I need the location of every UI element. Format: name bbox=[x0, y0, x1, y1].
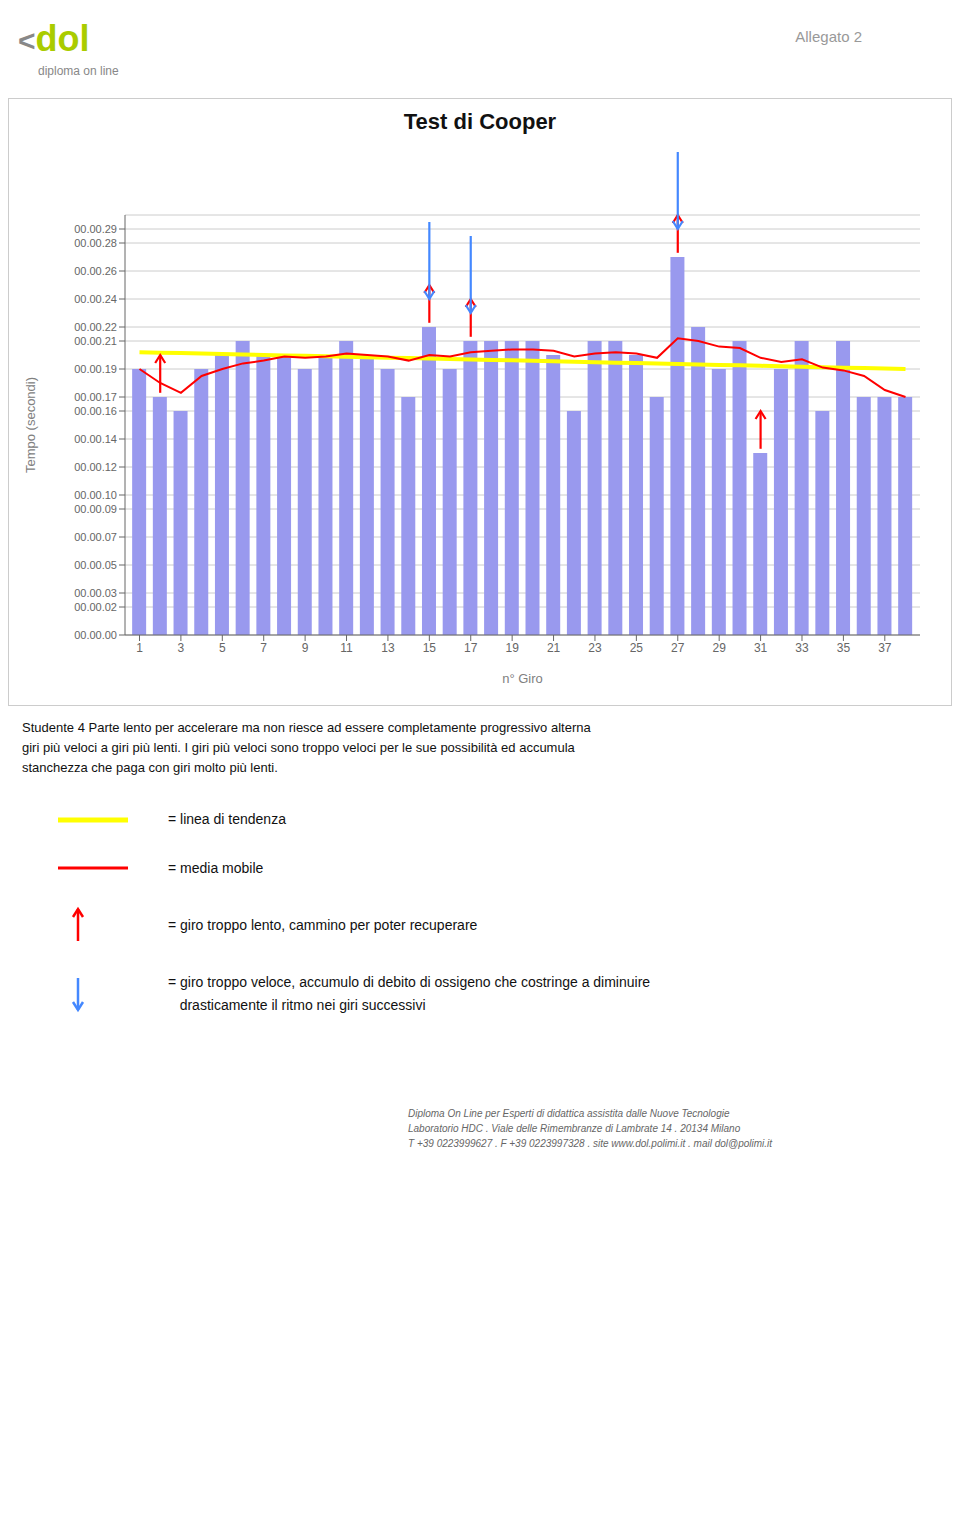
svg-text:11: 11 bbox=[340, 641, 353, 655]
svg-text:1: 1 bbox=[136, 641, 143, 655]
svg-text:17: 17 bbox=[464, 641, 478, 655]
svg-text:00.00.09: 00.00.09 bbox=[74, 503, 117, 515]
svg-text:00.00.05: 00.00.05 bbox=[74, 559, 117, 571]
html-text:Diploma On Line per Esperti di: Diploma On Line per Esperti di didattica… bbox=[408, 1108, 773, 1149]
svg-text:00.00.00: 00.00.00 bbox=[74, 629, 117, 641]
html-text:Studente 4 Parte lento per acc: Studente 4 Parte lento per accelerare ma… bbox=[22, 720, 591, 776]
svg-text:5: 5 bbox=[219, 641, 226, 655]
svg-text:00.00.21: 00.00.21 bbox=[74, 335, 117, 347]
svg-text:00.00.07: 00.00.07 bbox=[74, 531, 117, 543]
html-text:= giro troppo veloce, accumulo: = giro troppo veloce, accumulo di debito… bbox=[168, 974, 651, 1013]
svg-text:13: 13 bbox=[381, 641, 395, 655]
html-text:Allegato 2: Allegato 2 bbox=[795, 28, 862, 45]
html-text:<dol: <dol bbox=[18, 18, 90, 59]
svg-text:21: 21 bbox=[547, 641, 561, 655]
svg-text:29: 29 bbox=[713, 641, 727, 655]
svg-text:19: 19 bbox=[505, 641, 519, 655]
svg-text:00.00.22: 00.00.22 bbox=[74, 321, 117, 333]
svg-text:23: 23 bbox=[588, 641, 602, 655]
svg-text:3: 3 bbox=[178, 641, 185, 655]
svg-text:00.00.19: 00.00.19 bbox=[74, 363, 117, 375]
html-text:= media mobile: = media mobile bbox=[168, 859, 264, 876]
svg-text:27: 27 bbox=[671, 641, 685, 655]
svg-text:15: 15 bbox=[423, 641, 437, 655]
svg-text:00.00.26: 00.00.26 bbox=[74, 265, 117, 277]
svg-text:31: 31 bbox=[754, 641, 768, 655]
svg-text:00.00.10: 00.00.10 bbox=[74, 489, 117, 501]
svg-text:00.00.14: 00.00.14 bbox=[74, 433, 117, 445]
html-text:diploma on line: diploma on line bbox=[38, 64, 119, 78]
svg-text:00.00.29: 00.00.29 bbox=[74, 223, 117, 235]
html-text:= linea di tendenza: = linea di tendenza bbox=[168, 811, 286, 828]
svg-text:33: 33 bbox=[795, 641, 809, 655]
svg-text:7: 7 bbox=[260, 641, 267, 655]
svg-text:00.00.24: 00.00.24 bbox=[74, 293, 117, 305]
svg-text:00.00.28: 00.00.28 bbox=[74, 237, 117, 249]
svg-text:00.00.16: 00.00.16 bbox=[74, 405, 117, 417]
html-text:Test di Cooper: Test di Cooper bbox=[403, 109, 557, 134]
svg-text:00.00.03: 00.00.03 bbox=[74, 587, 117, 599]
html-text:= giro troppo lento, cammino p: = giro troppo lento, cammino per poter r… bbox=[168, 917, 478, 933]
svg-text:9: 9 bbox=[302, 641, 309, 655]
svg-text:00.00.02: 00.00.02 bbox=[74, 601, 117, 613]
svg-text:35: 35 bbox=[837, 641, 851, 655]
svg-text:Tempo (secondi): Tempo (secondi) bbox=[23, 377, 38, 473]
svg-text:37: 37 bbox=[878, 641, 892, 655]
svg-text:n° Giro: n° Giro bbox=[502, 671, 543, 686]
svg-text:00.00.17: 00.00.17 bbox=[74, 391, 117, 403]
svg-text:00.00.12: 00.00.12 bbox=[74, 461, 117, 473]
svg-text:25: 25 bbox=[630, 641, 644, 655]
